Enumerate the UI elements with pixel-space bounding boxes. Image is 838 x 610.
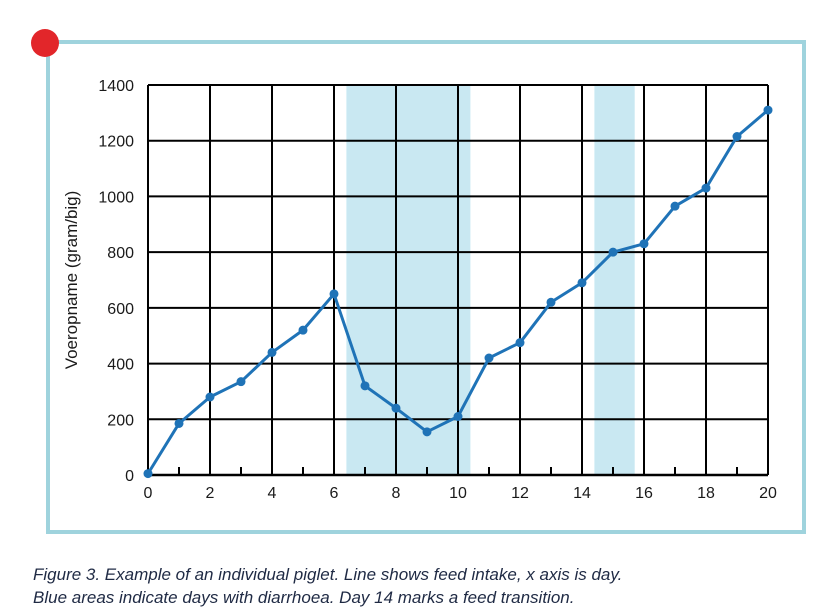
figure-caption: Figure 3. Example of an individual pigle… — [33, 563, 823, 609]
data-point-day-7 — [360, 381, 370, 391]
x-tick-label-12: 12 — [511, 485, 529, 502]
x-tick-label-20: 20 — [759, 485, 777, 502]
x-tick-label-10: 10 — [449, 485, 467, 502]
x-tick-label-18: 18 — [697, 485, 715, 502]
grid-lines — [147, 84, 769, 477]
tick-marks — [178, 467, 738, 475]
x-tick-label-6: 6 — [330, 485, 339, 502]
data-point-day-9 — [422, 427, 432, 437]
data-series — [143, 105, 773, 479]
y-tick-label-800: 800 — [107, 245, 134, 262]
y-tick-label-600: 600 — [107, 301, 134, 318]
x-tick-label-2: 2 — [206, 485, 215, 502]
red-dot-icon — [31, 29, 59, 57]
x-tick-label-0: 0 — [144, 485, 153, 502]
y-tick-label-200: 200 — [107, 412, 134, 429]
data-point-day-20 — [763, 105, 773, 115]
data-point-day-18 — [701, 183, 711, 193]
figure-frame — [46, 40, 806, 534]
data-point-day-10 — [453, 412, 463, 421]
data-point-day-0 — [143, 469, 153, 479]
data-point-day-11 — [484, 353, 494, 363]
caption-line-2: Blue areas indicate days with diarrhoea.… — [33, 588, 575, 607]
data-point-day-2 — [205, 392, 215, 402]
y-axis-label: Voeropname (gram/big) — [62, 191, 81, 370]
data-point-day-16 — [639, 239, 649, 249]
y-tick-label-400: 400 — [107, 357, 134, 374]
x-tick-label-14: 14 — [573, 485, 591, 502]
diarrhoea-region-1 — [346, 85, 471, 475]
line-chart: 0 2 4 6 8 10 12 14 16 18 20 0 200 400 600 800 1000 1200 1… — [62, 78, 777, 502]
x-tick-label-4: 4 — [268, 485, 277, 502]
caption-line-1: Figure 3. Example of an individual pigle… — [33, 565, 623, 584]
data-point-day-1 — [174, 418, 184, 428]
x-tick-label-16: 16 — [635, 485, 653, 502]
data-point-day-4 — [267, 347, 277, 357]
shaded-regions — [346, 85, 635, 475]
y-tick-label-1400: 1400 — [98, 78, 134, 95]
data-point-day-19 — [732, 132, 742, 142]
data-point-day-14 — [577, 278, 587, 288]
data-point-day-13 — [546, 297, 556, 307]
y-tick-labels: 0 200 400 600 800 1000 1200 1400 — [98, 78, 134, 485]
data-point-day-8 — [391, 403, 401, 413]
x-tick-labels: 0 2 4 6 8 10 12 14 16 18 20 — [144, 485, 777, 502]
y-tick-label-1200: 1200 — [98, 134, 134, 151]
data-point-day-17 — [670, 201, 680, 211]
data-point-day-12 — [515, 338, 525, 348]
data-point-day-5 — [298, 325, 308, 335]
data-point-day-6 — [329, 289, 339, 299]
x-tick-label-8: 8 — [392, 485, 401, 502]
data-point-day-3 — [236, 377, 246, 387]
y-tick-label-1000: 1000 — [98, 189, 134, 206]
data-point-day-15 — [608, 247, 618, 257]
diarrhoea-region-2 — [594, 85, 635, 475]
y-tick-label-0: 0 — [125, 468, 134, 485]
